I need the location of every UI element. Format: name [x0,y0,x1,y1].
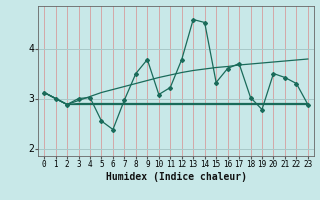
X-axis label: Humidex (Indice chaleur): Humidex (Indice chaleur) [106,172,246,182]
